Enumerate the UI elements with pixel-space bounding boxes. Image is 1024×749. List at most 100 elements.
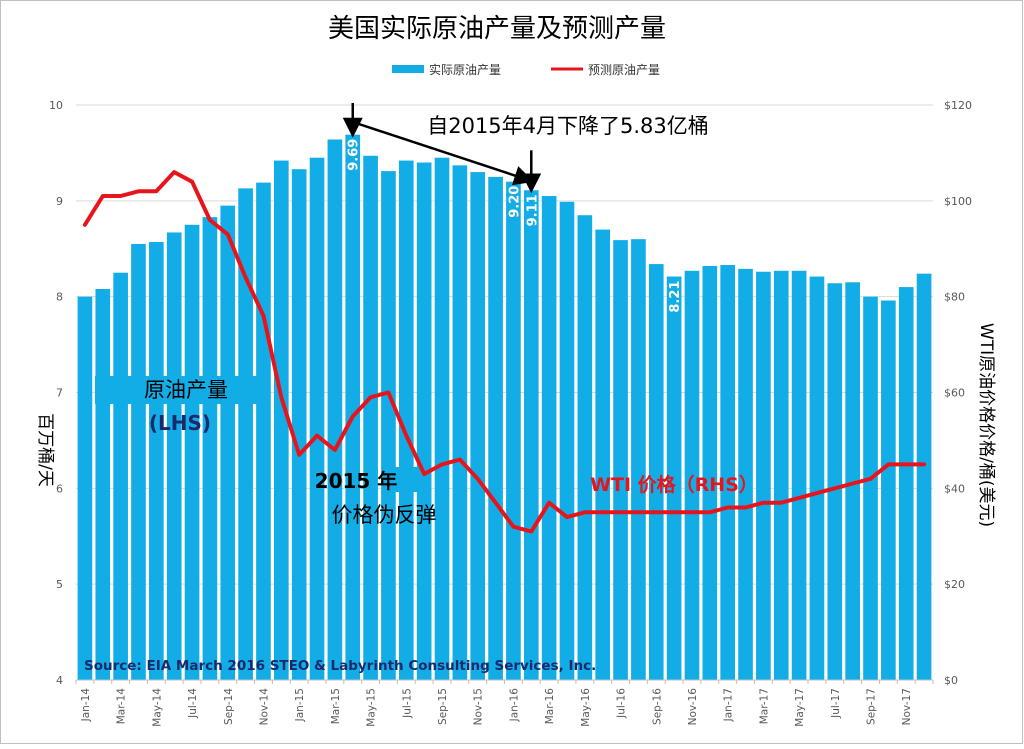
legend: 实际原油产量 预测原油产量 bbox=[392, 62, 660, 77]
bar-Feb-16 bbox=[523, 190, 539, 680]
y-right-axis-label: WTI原油价格价格/桶(美元) bbox=[976, 323, 996, 527]
x-tick-label-Nov-15: Nov-15 bbox=[473, 688, 485, 725]
y-left-axis-label: 百万桶/天 bbox=[35, 413, 55, 487]
bar-Nov-14 bbox=[256, 182, 271, 680]
x-tick-label-Sep-16: Sep-16 bbox=[651, 688, 663, 725]
bar-Dec-15 bbox=[488, 176, 503, 680]
x-tick-label-Sep-14: Sep-14 bbox=[223, 688, 235, 725]
bar-Dec-17 bbox=[916, 273, 932, 680]
y-left-tick-label: 5 bbox=[56, 578, 63, 591]
x-tick-label-Jul-16: Jul-16 bbox=[616, 688, 628, 719]
bar-Oct-15 bbox=[452, 165, 468, 680]
bar-Apr-17 bbox=[773, 270, 789, 680]
line-series bbox=[82, 170, 927, 534]
bar-Jun-17 bbox=[809, 276, 825, 680]
bar-Mar-17 bbox=[756, 271, 771, 680]
bar-Jul-17 bbox=[827, 283, 843, 680]
bar-Jan-16 bbox=[506, 181, 521, 680]
y-left-tick-label: 9 bbox=[56, 195, 63, 208]
legend-label-actual: 实际原油产量 bbox=[429, 62, 501, 77]
y-right-tick-label: $80 bbox=[944, 291, 965, 304]
x-tick-labels: Jan-14 Mar-14 May-14 Jul-14 Sep-14 Nov-14 Jan-… bbox=[80, 688, 913, 727]
y-right-tick-label: $100 bbox=[944, 195, 972, 208]
bar-Sep-15 bbox=[434, 157, 450, 681]
bar-Feb-17 bbox=[738, 268, 753, 680]
y-left-tick-label: 6 bbox=[56, 482, 63, 495]
x-tick-label-Jul-15: Jul-15 bbox=[401, 688, 413, 719]
y-right-tick-label: $120 bbox=[944, 99, 972, 112]
bar-value-label-Oct-16: 8.21 bbox=[668, 281, 683, 313]
x-tick-label-Mar-17: Mar-17 bbox=[758, 688, 770, 724]
bar-Apr-16 bbox=[559, 201, 575, 680]
bar-Dec-16 bbox=[702, 266, 718, 680]
bar-Nov-15 bbox=[470, 172, 486, 681]
bar-value-label-Feb-16: 9.11 bbox=[525, 194, 540, 226]
bar-Oct-17 bbox=[881, 300, 896, 680]
y-right-tick-labels: $0 $20 $40 $60 $80 $100 $120 bbox=[944, 99, 972, 687]
bar-Jun-16 bbox=[595, 229, 611, 681]
annotation-wti: WTI 价格（RHS） bbox=[590, 473, 758, 496]
bar-Jul-15 bbox=[398, 160, 414, 681]
bar-Aug-14 bbox=[202, 217, 218, 680]
legend-label-forecast: 预测原油产量 bbox=[588, 63, 660, 77]
bar-Jan-14 bbox=[77, 296, 93, 680]
bar-value-labels: 9.69 9.20 9.11 8.21 bbox=[347, 139, 683, 313]
bar-Sep-16 bbox=[648, 264, 664, 680]
annotation-production-bg bbox=[95, 376, 260, 404]
bar-value-label-Jan-16: 9.20 bbox=[507, 186, 522, 218]
bar-Aug-16 bbox=[631, 239, 646, 680]
x-tick-label-Mar-16: Mar-16 bbox=[544, 688, 556, 725]
decline-arrows bbox=[342, 103, 542, 194]
bar-Jul-14 bbox=[184, 224, 200, 680]
bar-Oct-16 bbox=[666, 276, 682, 680]
bar-May-17 bbox=[791, 270, 807, 680]
bar-Apr-15 bbox=[345, 134, 361, 681]
x-tick-label-Jul-14: Jul-14 bbox=[187, 688, 199, 719]
bar-Jan-17 bbox=[720, 265, 735, 680]
y-left-tick-label: 7 bbox=[56, 387, 63, 400]
bar-Sep-17 bbox=[863, 296, 878, 680]
x-tick-label-Nov-17: Nov-17 bbox=[901, 688, 913, 725]
bar-Nov-17 bbox=[898, 287, 914, 680]
bar-Jul-16 bbox=[613, 240, 628, 680]
legend-swatch-actual bbox=[392, 65, 424, 73]
y-right-tick-label: $20 bbox=[944, 578, 965, 591]
bar-series bbox=[77, 134, 932, 681]
bar-May-16 bbox=[577, 215, 593, 681]
bar-Dec-14 bbox=[274, 160, 289, 681]
x-tick-label-Mar-14: Mar-14 bbox=[116, 688, 128, 725]
y-right-tick-label: $40 bbox=[944, 482, 965, 495]
bar-Aug-15 bbox=[416, 162, 432, 680]
x-tick-label-Nov-14: Nov-14 bbox=[258, 688, 270, 726]
x-tick-label-Jan-15: Jan-15 bbox=[294, 688, 306, 722]
x-tick-label-Sep-15: Sep-15 bbox=[437, 688, 449, 725]
x-tick-label-May-15: May-15 bbox=[366, 688, 378, 727]
bar-Apr-14 bbox=[131, 243, 146, 681]
bar-Jan-15 bbox=[291, 169, 307, 681]
bar-Jun-14 bbox=[166, 232, 182, 681]
y-right-tick-label: $0 bbox=[944, 674, 958, 687]
annotation-rebound-text: 价格伪反弹 bbox=[332, 503, 437, 527]
y-left-tick-label: 10 bbox=[49, 99, 63, 112]
chart-title: 美国实际原油产量及预测产量 bbox=[328, 14, 666, 44]
bar-Feb-14 bbox=[95, 289, 111, 680]
x-tick-label-Jul-17: Jul-17 bbox=[830, 688, 842, 719]
bar-Mar-15 bbox=[327, 139, 343, 680]
annotation-rebound-year: 2015 年 bbox=[315, 469, 398, 493]
wti-price-line bbox=[82, 170, 927, 534]
y-left-tick-label: 8 bbox=[56, 291, 63, 304]
y-left-tick-label: 4 bbox=[56, 674, 63, 687]
y-right-tick-label: $60 bbox=[944, 387, 965, 400]
annotation-production-axis: (LHS) bbox=[149, 411, 211, 435]
annotation-rebound-bg bbox=[395, 467, 417, 492]
x-tick-label-May-16: May-16 bbox=[580, 688, 592, 727]
bar-Jun-15 bbox=[381, 171, 396, 680]
x-tick-label-Mar-15: Mar-15 bbox=[330, 688, 342, 724]
arrow-diagonal bbox=[352, 120, 535, 186]
x-tick-label-Nov-16: Nov-16 bbox=[687, 688, 699, 726]
x-tick-label-Sep-17: Sep-17 bbox=[866, 688, 878, 725]
bar-Mar-16 bbox=[541, 196, 557, 680]
bar-Nov-16 bbox=[684, 270, 700, 680]
